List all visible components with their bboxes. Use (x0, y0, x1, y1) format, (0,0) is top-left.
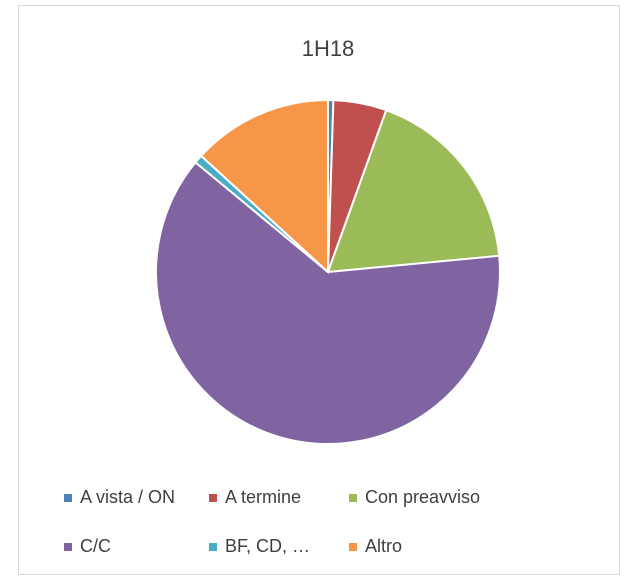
legend-swatch (64, 543, 72, 551)
legend-label: A termine (225, 487, 301, 507)
legend-swatch (349, 543, 357, 551)
legend-label: C/C (80, 536, 111, 556)
pie-slice (199, 98, 329, 275)
chart-title: 1H18 (302, 36, 355, 61)
pie-slice (326, 108, 501, 274)
legend-label: A vista / ON (80, 487, 175, 507)
legend-label: Con preavviso (365, 487, 480, 507)
legend-label: BF, CD, … (225, 536, 310, 556)
legend-swatch (64, 494, 72, 502)
pie-slice (155, 160, 501, 445)
legend-label: Altro (365, 536, 402, 556)
legend-swatch (209, 543, 217, 551)
legend-swatch (209, 494, 217, 502)
legend-swatch (349, 494, 357, 502)
